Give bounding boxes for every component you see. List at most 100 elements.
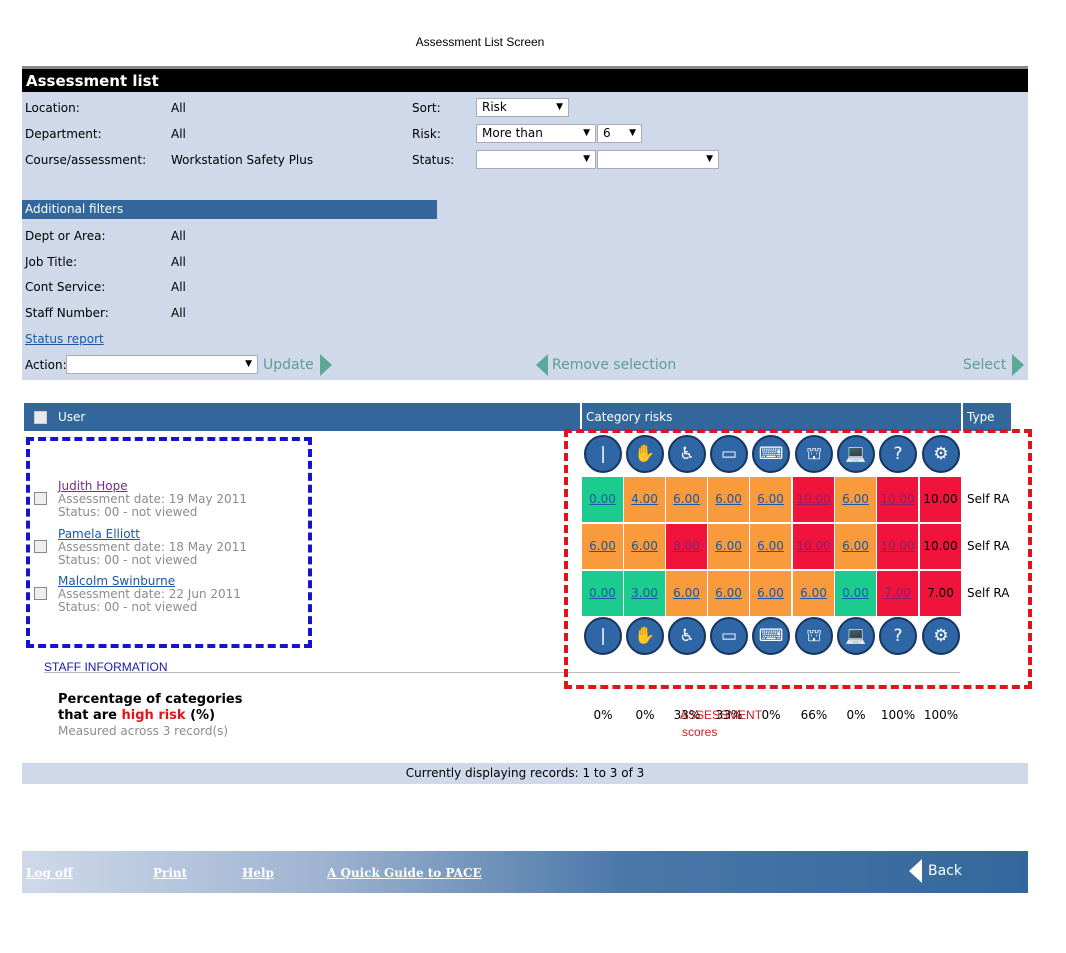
category-score-cell[interactable]: 4.00	[624, 477, 665, 522]
update-button[interactable]: Update	[263, 354, 332, 376]
risk-threshold-select[interactable]: 6 ▼	[597, 124, 642, 143]
category-score-cell[interactable]: 6.00	[708, 477, 749, 522]
chevron-down-icon: ▼	[583, 154, 590, 164]
workstation-icon: ⚙	[922, 617, 960, 655]
category-high-risk-percentage: 100%	[880, 708, 916, 722]
category-score-cell[interactable]: 6.00	[835, 524, 876, 569]
category-score-cell[interactable]: 6.00	[624, 524, 665, 569]
category-high-risk-percentage: 0%	[846, 708, 866, 722]
back-arrow-icon	[909, 859, 922, 883]
laptop-icon: 💻	[837, 435, 875, 473]
category-score-cell[interactable]: 10.00	[877, 477, 918, 522]
chevron-down-icon: ▼	[706, 154, 713, 164]
job-title-label: Job Title:	[25, 255, 78, 269]
action-select[interactable]: ▼	[66, 355, 258, 374]
risk-threshold-value: 6	[603, 126, 611, 140]
type-label: Self RA	[967, 492, 1010, 506]
chevron-down-icon: ▼	[629, 128, 636, 138]
desk-icon: ⛫	[795, 435, 833, 473]
assessment-status: Status: 00 - not viewed	[58, 600, 198, 614]
row-checkbox[interactable]	[34, 587, 47, 600]
spine-icon: ❘	[584, 617, 622, 655]
category-score-cell[interactable]: 0.00	[582, 477, 623, 522]
status-report-link[interactable]: Status report	[25, 332, 104, 346]
category-score-cell[interactable]: 0.00	[582, 571, 623, 616]
question-icon: ?	[879, 617, 917, 655]
user-name-link[interactable]: Malcolm Swinburne	[58, 574, 176, 588]
assessment-date: Assessment date: 18 May 2011	[58, 540, 247, 554]
sort-label: Sort:	[412, 101, 441, 115]
category-score-cell[interactable]: 6.00	[750, 571, 791, 616]
department-value: All	[171, 127, 186, 141]
status-select-2[interactable]: ▼	[597, 150, 719, 169]
status-label: Status:	[412, 153, 455, 167]
summary-that-are: that are	[58, 708, 117, 723]
help-link[interactable]: Help	[242, 866, 274, 880]
category-score-cell[interactable]: 7.00	[877, 571, 918, 616]
type-column-header: Type	[963, 403, 1011, 431]
print-link[interactable]: Print	[153, 866, 188, 880]
category-score-cell[interactable]: 6.00	[708, 524, 749, 569]
divider	[44, 672, 960, 673]
location-value: All	[171, 101, 186, 115]
job-title-value: All	[171, 255, 186, 269]
category-score-cell[interactable]: 6.00	[750, 477, 791, 522]
hand-mouse-icon: ✋	[626, 435, 664, 473]
risk-select[interactable]: More than ▼	[476, 124, 596, 143]
assessment-status: Status: 00 - not viewed	[58, 505, 198, 519]
remove-selection-button[interactable]: Remove selection	[536, 354, 676, 376]
type-label: Self RA	[967, 586, 1010, 600]
additional-filters-header: Additional filters	[22, 200, 437, 219]
records-status: Currently displaying records: 1 to 3 of …	[22, 763, 1028, 784]
category-score-cell[interactable]: 10.00	[877, 524, 918, 569]
select-button[interactable]: Select	[963, 354, 1025, 376]
chair-icon: ♿	[668, 435, 706, 473]
category-score-cell[interactable]: 6.00	[666, 571, 707, 616]
workstation-icon: ⚙	[922, 435, 960, 473]
status-select[interactable]: ▼	[476, 150, 596, 169]
category-score-cell[interactable]: 10.00	[793, 477, 834, 522]
category-score-cell[interactable]: 6.00	[750, 524, 791, 569]
monitor-icon: ▭	[710, 435, 748, 473]
category-score-cell[interactable]: 3.00	[624, 571, 665, 616]
category-score-cell[interactable]: 6.00	[835, 477, 876, 522]
arrow-right-icon	[1012, 354, 1025, 376]
spine-icon: ❘	[584, 435, 622, 473]
page-title: Assessment list	[22, 66, 1028, 92]
user-name-link[interactable]: Pamela Elliott	[58, 527, 140, 541]
risk-value: More than	[482, 126, 543, 140]
overall-score: 10.00	[920, 477, 961, 522]
select-all-checkbox[interactable]	[34, 411, 47, 424]
category-score-cell[interactable]: 6.00	[793, 571, 834, 616]
back-button[interactable]: Back	[909, 859, 962, 883]
assessment-scores-highlight	[564, 429, 1032, 689]
category-high-risk-percentage: 0%	[593, 708, 613, 722]
risk-label: Risk:	[412, 127, 441, 141]
select-label: Select	[963, 357, 1007, 373]
log-off-link[interactable]: Log off	[26, 866, 73, 880]
dept-area-value: All	[171, 229, 186, 243]
assessment-date: Assessment date: 22 Jun 2011	[58, 587, 241, 601]
location-label: Location:	[25, 101, 80, 115]
category-score-cell[interactable]: 6.00	[666, 477, 707, 522]
summary-high-risk: high risk	[121, 708, 186, 723]
row-checkbox[interactable]	[34, 492, 47, 505]
quick-guide-link[interactable]: A Quick Guide to PACE	[327, 866, 482, 880]
user-name-link[interactable]: Judith Hope	[58, 479, 128, 493]
category-score-cell[interactable]: 10.00	[793, 524, 834, 569]
category-high-risk-percentage: 100%	[923, 708, 959, 722]
arrow-right-icon	[319, 354, 332, 376]
category-score-cell[interactable]: 0.00	[835, 571, 876, 616]
row-checkbox[interactable]	[34, 540, 47, 553]
sort-select[interactable]: Risk ▼	[476, 98, 569, 117]
category-score-cell[interactable]: 6.00	[582, 524, 623, 569]
screen-caption: Assessment List Screen	[415, 35, 545, 49]
chevron-down-icon: ▼	[583, 128, 590, 138]
category-score-cell[interactable]: 6.00	[708, 571, 749, 616]
category-score-cell[interactable]: 8.00	[666, 524, 707, 569]
category-high-risk-percentage: 66%	[800, 708, 828, 722]
staff-information-highlight	[26, 437, 312, 648]
category-risks-header: Category risks	[582, 403, 961, 431]
arrow-left-icon	[536, 354, 548, 376]
chevron-down-icon: ▼	[245, 359, 252, 369]
